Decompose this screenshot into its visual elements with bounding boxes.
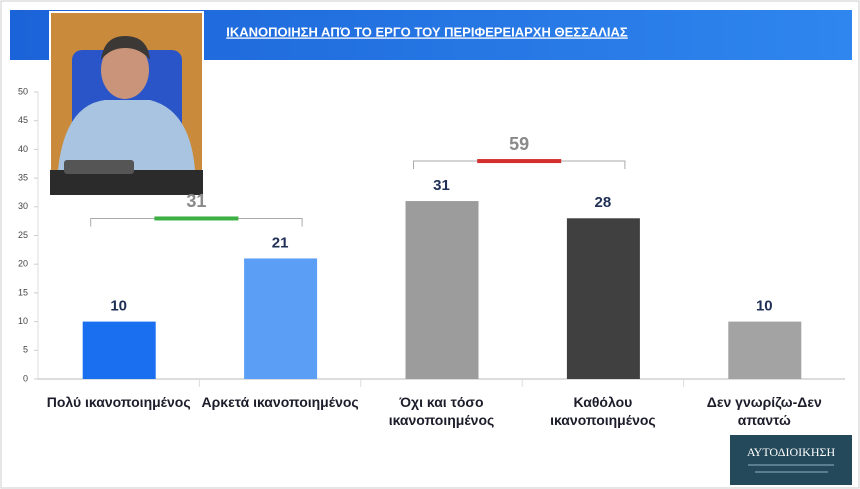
y-tick-label: 0: [23, 373, 28, 383]
y-tick-label: 20: [18, 259, 28, 269]
x-tick-label: Καθόλου ικανοποιημένος: [550, 394, 656, 428]
bar: [244, 258, 318, 379]
bracket-highlight: [154, 216, 239, 221]
bar: [405, 201, 479, 379]
y-tick-label: 25: [18, 230, 28, 240]
bracket-highlight: [477, 159, 562, 164]
y-tick-label: 30: [18, 201, 28, 211]
bar: [566, 218, 640, 379]
value-label: 21: [272, 234, 289, 251]
bar: [82, 321, 156, 379]
value-label: 31: [433, 177, 450, 194]
group-total: 59: [509, 134, 529, 154]
x-tick-label: Πολύ ικανοποιημένος: [46, 394, 191, 410]
chart-title: ΙΚΑΝΟΠΟΙΗΣΗ ΑΠΌ ΤΟ ΕΡΓΟ ΤΟΥ ΠΕΡΙΦΕΡΕΙΑΡΧ…: [226, 24, 628, 39]
x-tick-label: Όχι και τόσο ικανοποιημένος: [388, 394, 495, 428]
y-tick-label: 35: [18, 172, 28, 182]
x-tick-label: Αρκετά ικανοποιημένος: [201, 394, 359, 410]
value-label: 28: [595, 194, 612, 211]
value-label: 10: [756, 298, 773, 315]
y-tick-label: 10: [18, 316, 28, 326]
y-tick-label: 5: [23, 345, 28, 355]
logo-text: ΑΥΤΟΔΙΟΙΚΗΣΗ: [747, 445, 836, 459]
y-tick-label: 40: [18, 144, 28, 154]
x-tick-label: Δεν γνωρίζω-Δεν απαντώ: [706, 394, 822, 428]
group-total: 31: [186, 191, 206, 211]
y-tick-label: 45: [18, 115, 28, 125]
y-tick-label: 50: [18, 86, 28, 96]
y-tick-label: 15: [18, 287, 28, 297]
value-label: 10: [110, 298, 127, 315]
bar: [728, 321, 802, 379]
photo: [49, 11, 204, 196]
logo: ΑΥΤΟΔΙΟΙΚΗΣΗ: [730, 435, 852, 485]
